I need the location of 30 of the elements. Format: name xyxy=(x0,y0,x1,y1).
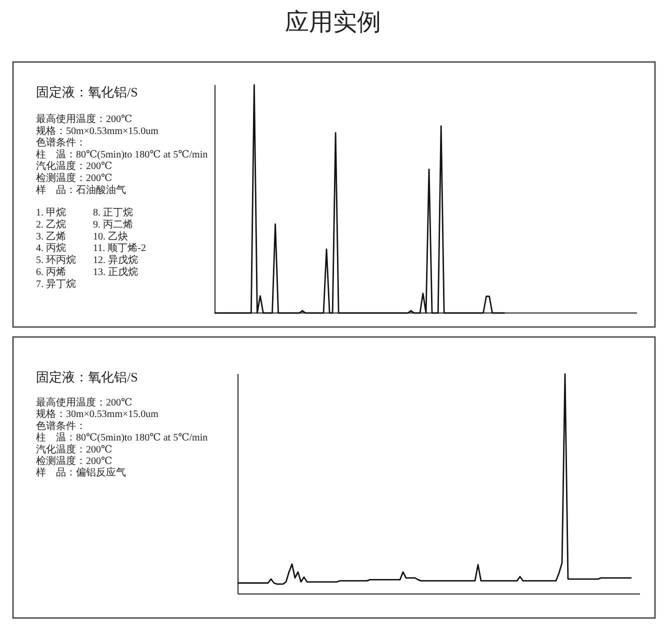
text: 12. 异戊烷 xyxy=(93,254,138,266)
text: 检测温度：200℃ xyxy=(36,455,112,467)
text: 柱 温：80℃(5min)to 180℃ at 5℃/min xyxy=(36,148,208,160)
text: 6. 丙烯 xyxy=(36,266,66,278)
text: 柱 温：80℃(5min)to 180℃ at 5℃/min xyxy=(36,432,208,444)
text: 10. 乙炔 xyxy=(93,230,128,242)
text: 规格：50m×0.53mm×15.0um xyxy=(36,124,159,137)
text: 汽化温度：200℃ xyxy=(36,443,112,456)
text: 7. 异丁烷 xyxy=(36,278,76,290)
text: 固定液：氧化铝/S xyxy=(36,370,138,384)
chart-title: 应用实例 xyxy=(285,9,381,36)
text: 8. 正丁烷 xyxy=(93,206,133,218)
text: 最高使用温度：200℃ xyxy=(36,113,132,125)
text: 固定液：氧化铝/S xyxy=(36,84,138,100)
text: 样 品：偏铝反应气 xyxy=(36,466,126,479)
text: 5. 环丙烷 xyxy=(36,254,76,266)
text: 最高使用温度：200℃ xyxy=(36,396,132,408)
text: 3. 乙烯 xyxy=(36,230,66,242)
text: 色谱条件： xyxy=(36,136,86,149)
text: 规格：30m×0.53mm×15.0um xyxy=(36,408,159,420)
text: 汽化温度：200℃ xyxy=(36,160,112,172)
text: 4. 丙烷 xyxy=(36,242,66,254)
text: 2. 乙烷 xyxy=(36,218,66,230)
text: 1. 甲烷 xyxy=(36,206,66,218)
text: 色谱条件： xyxy=(36,420,86,432)
text: 11. 顺丁烯-2 xyxy=(93,242,146,254)
text: 样 品：石油酸油气 xyxy=(36,184,126,196)
text: 9. 丙二烯 xyxy=(93,218,133,230)
text: 13. 正戊烷 xyxy=(93,266,138,278)
text: 检测温度：200℃ xyxy=(36,172,112,184)
